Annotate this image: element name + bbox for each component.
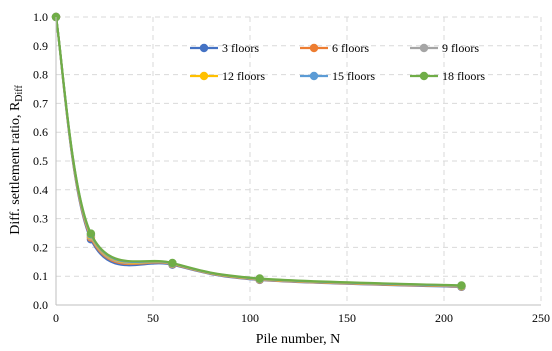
x-tick-label: 50 xyxy=(147,311,159,325)
legend-item: 15 floors xyxy=(300,69,375,83)
y-tick-label: 0.4 xyxy=(33,183,48,197)
series-line xyxy=(56,17,461,287)
x-tick-label: 150 xyxy=(338,311,356,325)
legend-item: 18 floors xyxy=(410,69,485,83)
legend-marker xyxy=(310,44,318,52)
data-point xyxy=(87,229,95,237)
y-tick-label: 0.6 xyxy=(33,125,48,139)
x-tick-label: 0 xyxy=(53,311,59,325)
y-tick-label: 1.0 xyxy=(33,10,48,24)
y-tick-labels: 0.0 0.1 0.2 0.3 0.4 0.5 0.6 0.7 0.8 0.9 1.0 xyxy=(33,10,48,312)
legend-label: 6 floors xyxy=(332,41,369,55)
y-tick-label: 0.2 xyxy=(33,240,48,254)
legend-label: 3 floors xyxy=(222,41,259,55)
y-tick-label: 0.0 xyxy=(33,298,48,312)
y-tick-label: 0.5 xyxy=(33,154,48,168)
data-point xyxy=(457,281,465,289)
legend-item: 6 floors xyxy=(300,41,369,55)
series-line xyxy=(56,17,461,286)
legend-marker xyxy=(200,44,208,52)
legend-label: 15 floors xyxy=(332,69,375,83)
y-axis-label-main: Diff. settlement ratio, R xyxy=(8,101,23,235)
legend-item: 12 floors xyxy=(190,69,265,83)
y-tick-label: 0.8 xyxy=(33,68,48,82)
y-tick-label: 0.1 xyxy=(33,269,48,283)
legend-item: 9 floors xyxy=(410,41,479,55)
data-point xyxy=(256,274,264,282)
x-tick-label: 250 xyxy=(532,311,550,325)
data-point xyxy=(168,259,176,267)
x-tick-label: 100 xyxy=(241,311,259,325)
legend-label: 9 floors xyxy=(442,41,479,55)
y-tick-label: 0.3 xyxy=(33,212,48,226)
legend-marker xyxy=(200,72,208,80)
series-line xyxy=(56,17,461,285)
legend-label: 18 floors xyxy=(442,69,485,83)
x-tick-labels: 0 50 100 150 200 250 xyxy=(53,311,550,325)
y-axis-label-subscript: Diff xyxy=(14,85,25,102)
series-line xyxy=(56,17,461,287)
series-line xyxy=(56,17,461,286)
x-tick-label: 200 xyxy=(435,311,453,325)
y-tick-label: 0.7 xyxy=(33,96,48,110)
legend: 3 floors 6 floors 9 floors 12 floors 15 floo… xyxy=(190,41,485,83)
x-axis-label: Pile number, N xyxy=(256,332,341,347)
y-axis-label: Diff. settlement ratio, RDiff xyxy=(8,85,25,235)
legend-marker xyxy=(310,72,318,80)
legend-label: 12 floors xyxy=(222,69,265,83)
legend-marker xyxy=(420,44,428,52)
y-tick-label: 0.9 xyxy=(33,39,48,53)
series-line xyxy=(56,17,461,286)
legend-marker xyxy=(420,72,428,80)
legend-item: 3 floors xyxy=(190,41,259,55)
